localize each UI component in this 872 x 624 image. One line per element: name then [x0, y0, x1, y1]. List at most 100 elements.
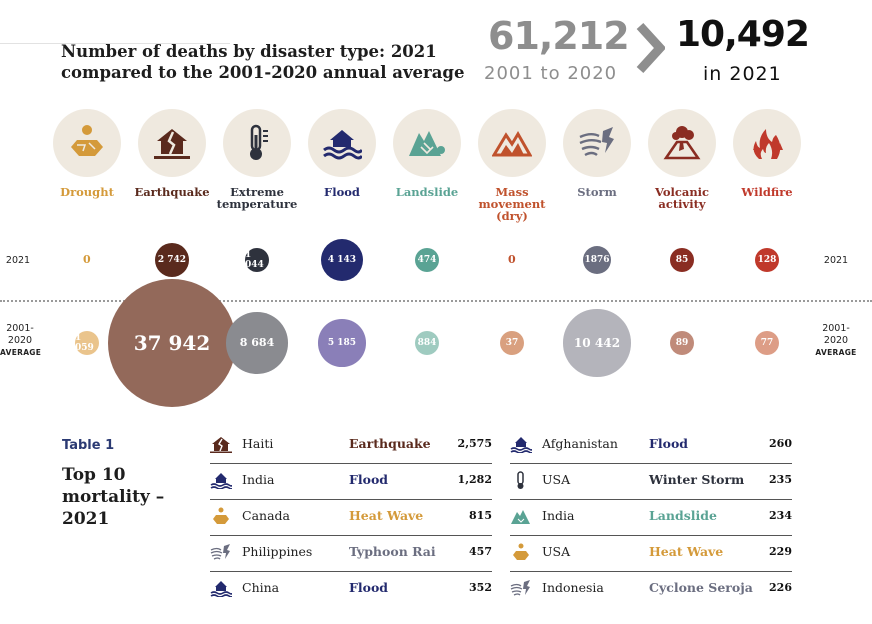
category-label-wildfire: Wildfire — [722, 186, 812, 198]
average-total: 61,212 — [488, 14, 630, 58]
bubble-2021-storm: 1876 — [582, 245, 612, 275]
bubble-2021-drought: 0 — [83, 253, 91, 266]
landslide-icon — [393, 109, 461, 177]
bubble-average-mass-movement-dry: 37 — [500, 331, 524, 355]
row-country: Afghanistan — [542, 436, 618, 451]
avg-label-line2-right: 2020 — [823, 335, 849, 346]
row-label-2021-right: 2021 — [823, 255, 849, 266]
storm-icon — [563, 109, 631, 177]
row-deaths: 235 — [769, 473, 792, 486]
category-label-line: Wildfire — [741, 185, 793, 199]
bubble-value-label: 2 742 — [157, 254, 187, 265]
category-label-line: Storm — [577, 185, 617, 199]
row-country: Indonesia — [542, 580, 604, 595]
bubble-average-volcanic-activity: 89 — [670, 331, 694, 355]
bubble-average-landslide: 884 — [415, 331, 439, 355]
table-row: Philippines Typhoon Rai 457 — [210, 535, 492, 572]
category-label-line: temperature — [216, 197, 298, 211]
flood-icon — [510, 437, 532, 453]
row-country: China — [242, 580, 280, 595]
bubble-average-wildfire: 77 — [755, 331, 779, 355]
row-disaster-type: Heat Wave — [349, 508, 424, 523]
row-country: Haiti — [242, 436, 274, 451]
storm-icon — [210, 544, 230, 560]
row-disaster-type: Landslide — [649, 508, 717, 523]
avg-label-line3-right: AVERAGE — [815, 348, 857, 357]
table-row: USA Heat Wave 229 — [510, 535, 792, 572]
row-deaths: 815 — [469, 509, 492, 522]
bubble-value-label: 4 143 — [327, 254, 357, 265]
avg-label-line1-right: 2001- — [822, 323, 850, 334]
table-row: China Flood 352 — [210, 571, 492, 607]
bubble-2021-landslide: 474 — [415, 248, 439, 272]
bubble-average-flood: 5 185 — [318, 319, 366, 367]
bubble-value-label: 5 185 — [327, 337, 357, 348]
thermometer-icon — [517, 471, 524, 489]
avg-label-line1: 2001- — [6, 323, 34, 334]
row-deaths: 229 — [769, 545, 792, 558]
drought-icon — [53, 109, 121, 177]
row-deaths: 234 — [769, 509, 792, 522]
avg-label-line2: 2020 — [7, 335, 33, 346]
row-disaster-type: Flood — [649, 436, 689, 451]
bubble-2021-earthquake: 2 742 — [154, 242, 190, 278]
table-label: Table 1 — [62, 438, 115, 453]
bubble-value-label: 1876 — [584, 254, 610, 265]
bubble-2021-wildfire: 128 — [755, 248, 779, 272]
row-label-average-left: 2001- 2020 AVERAGE — [0, 323, 41, 359]
category-label-drought: Drought — [42, 186, 132, 198]
row-deaths: 457 — [469, 545, 492, 558]
table-row: Indonesia Cyclone Seroja 226 — [510, 571, 792, 607]
bubble-value-label: 884 — [417, 338, 437, 348]
row-disaster-type: Earthquake — [349, 436, 431, 451]
category-label-line: Extreme — [230, 185, 284, 199]
row-divider — [0, 300, 872, 302]
category-label-earthquake: Earthquake — [127, 186, 217, 198]
bubble-average-earthquake: 37 942 — [108, 279, 236, 407]
category-label-line: Earthquake — [134, 185, 210, 199]
category-label-flood: Flood — [297, 186, 387, 198]
earthquake-icon — [210, 437, 232, 453]
row-disaster-type: Flood — [349, 580, 389, 595]
row-country: India — [242, 472, 275, 487]
row-deaths: 352 — [469, 581, 492, 594]
row-deaths: 2,575 — [457, 437, 492, 450]
storm-icon — [510, 580, 530, 596]
bubble-value-label: 1 059 — [75, 333, 94, 353]
row-country: India — [542, 508, 575, 523]
row-deaths: 260 — [769, 437, 792, 450]
flood-icon — [210, 581, 232, 597]
row-disaster-type: Cyclone Seroja — [649, 580, 753, 595]
bubble-average-extreme-temperature: 8 684 — [226, 312, 288, 374]
volcano-icon — [648, 109, 716, 177]
category-label-line: Mass — [495, 185, 529, 199]
category-label-line: activity — [658, 197, 706, 211]
row-label-2021-left: 2021 — [5, 255, 31, 266]
bubble-value-label: 37 — [505, 338, 519, 348]
row-country: Philippines — [242, 544, 313, 559]
row-country: Canada — [242, 508, 290, 523]
row-label-average-right: 2001- 2020 AVERAGE — [814, 323, 858, 359]
category-label-line: Volcanic — [654, 185, 710, 199]
row-deaths: 1,282 — [457, 473, 492, 486]
row-deaths: 226 — [769, 581, 792, 594]
bubble-value-label: 474 — [417, 255, 437, 265]
bubble-value-label: 37 942 — [133, 331, 211, 355]
table-row: Afghanistan Flood 260 — [510, 427, 792, 464]
chevron-right-icon — [636, 22, 665, 74]
row-disaster-type: Heat Wave — [649, 544, 724, 559]
row-country: USA — [542, 544, 571, 559]
table-row: India Landslide 234 — [510, 499, 792, 536]
landslide-icon — [511, 510, 530, 524]
row-disaster-type: Winter Storm — [649, 472, 745, 487]
bubble-2021-volcanic-activity: 85 — [670, 248, 694, 272]
category-label-line: Flood — [324, 185, 360, 199]
top-divider — [0, 43, 230, 44]
bubble-value-label: 10 442 — [573, 335, 621, 350]
title-line-2: compared to the 2001-2020 annual average — [61, 63, 465, 82]
mountain-icon — [478, 109, 546, 177]
thermometer-icon — [223, 109, 291, 177]
row-disaster-type: Flood — [349, 472, 389, 487]
row-disaster-type: Typhoon Rai — [349, 544, 436, 559]
page-title: Number of deaths by disaster type: 2021 … — [61, 41, 481, 83]
